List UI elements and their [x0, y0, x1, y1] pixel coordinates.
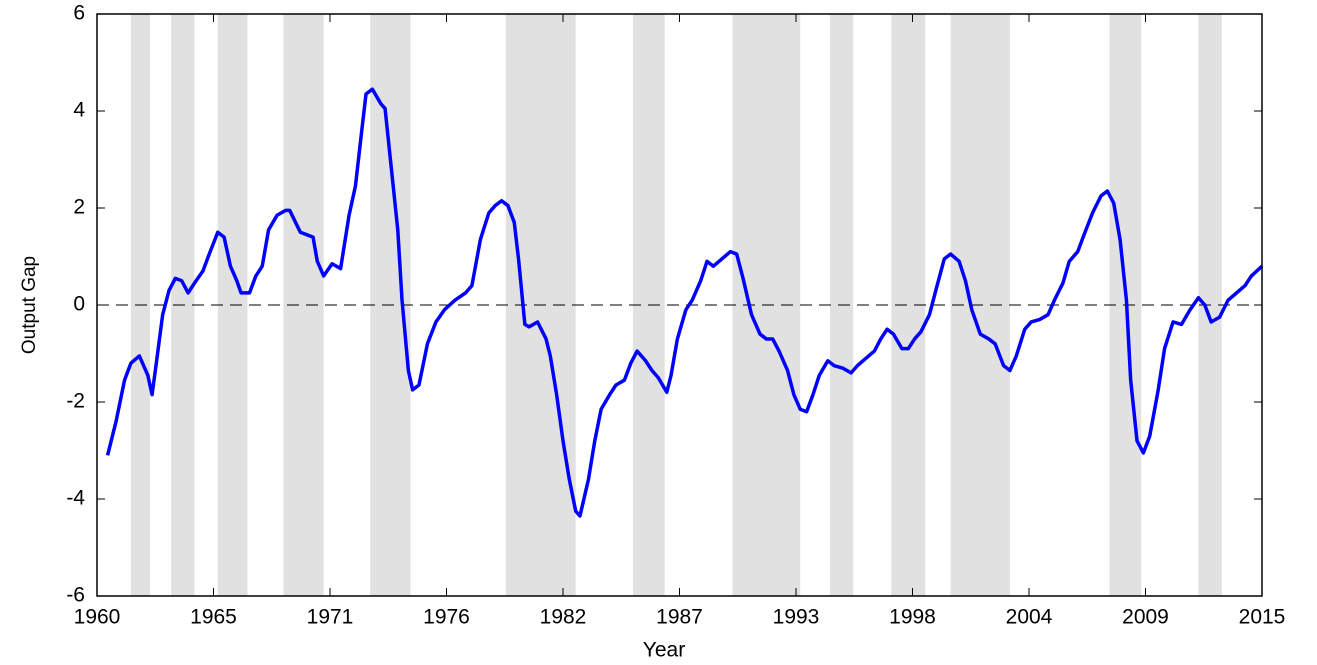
y-tick-label: -6	[66, 584, 85, 607]
x-tick-label: 2009	[1122, 606, 1169, 629]
y-tick-label: 0	[73, 293, 85, 316]
x-tick-label: 1998	[889, 606, 936, 629]
y-tick-label: -4	[66, 487, 85, 510]
y-tick-label: 4	[73, 99, 85, 122]
x-tick-label: 2015	[1239, 606, 1286, 629]
y-tick-label: 6	[73, 2, 85, 25]
x-tick-label: 1971	[307, 606, 354, 629]
x-axis-label: Year	[643, 639, 685, 662]
data-line	[105, 87, 1264, 518]
x-tick-label: 1965	[190, 606, 237, 629]
x-tick-label: 1960	[74, 606, 121, 629]
x-tick-label: 1987	[656, 606, 703, 629]
x-tick-label: 1976	[423, 606, 470, 629]
y-tick-label: -2	[66, 390, 85, 413]
x-tick-label: 2004	[1006, 606, 1053, 629]
x-tick-label: 1993	[773, 606, 820, 629]
y-tick-label: 2	[73, 196, 85, 219]
y-axis-label: Output Gap	[19, 256, 40, 354]
x-tick-label: 1982	[540, 606, 587, 629]
